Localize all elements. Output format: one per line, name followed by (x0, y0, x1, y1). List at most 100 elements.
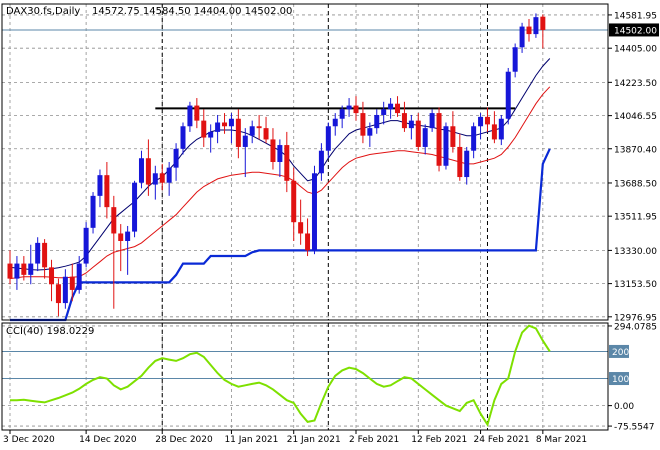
candle[interactable] (408, 114, 414, 140)
candle[interactable] (512, 43, 518, 78)
candle[interactable] (201, 109, 207, 147)
candle[interactable] (457, 133, 463, 181)
candle[interactable] (7, 250, 13, 285)
chart-frames (1, 3, 609, 431)
candlesticks[interactable] (7, 13, 546, 317)
candle[interactable] (187, 101, 193, 132)
candle[interactable] (263, 116, 269, 144)
candle[interactable] (395, 96, 401, 117)
candle[interactable] (353, 96, 359, 121)
candle[interactable] (429, 109, 435, 132)
candle[interactable] (49, 259, 55, 302)
candle[interactable] (90, 192, 96, 234)
candle[interactable] (125, 225, 131, 275)
candle[interactable] (215, 114, 221, 144)
candle[interactable] (256, 114, 262, 140)
candle[interactable] (69, 263, 75, 302)
price-panel-frame (1, 3, 609, 321)
candle[interactable] (145, 139, 151, 196)
candle-body (256, 126, 262, 129)
candle[interactable] (401, 101, 407, 132)
candle-body (152, 173, 158, 185)
candle-body (298, 222, 304, 234)
candle[interactable] (505, 67, 511, 125)
candle[interactable] (464, 146, 470, 185)
candle[interactable] (194, 98, 200, 129)
candle[interactable] (21, 256, 27, 281)
candle[interactable] (228, 113, 234, 144)
candle[interactable] (498, 114, 504, 146)
candle[interactable] (62, 269, 68, 309)
candle[interactable] (367, 122, 373, 147)
price-tick-label: 14405.00 (614, 45, 657, 55)
candle[interactable] (76, 256, 82, 294)
candle-body (408, 120, 414, 129)
candle[interactable] (360, 101, 366, 144)
candle[interactable] (132, 180, 138, 238)
candle[interactable] (180, 122, 186, 155)
candle-body (49, 267, 55, 285)
candle[interactable] (208, 124, 214, 153)
candle[interactable] (388, 98, 394, 119)
candle[interactable] (235, 109, 241, 159)
candle[interactable] (14, 256, 20, 290)
candle[interactable] (533, 13, 539, 38)
candle[interactable] (305, 218, 311, 257)
candle[interactable] (540, 14, 546, 49)
candle[interactable] (55, 278, 61, 317)
candle[interactable] (450, 111, 456, 153)
candle[interactable] (270, 128, 276, 170)
candle[interactable] (284, 131, 290, 193)
candle-body (332, 118, 338, 127)
cci-level-badge (609, 372, 629, 386)
candle[interactable] (415, 113, 421, 151)
candle[interactable] (138, 150, 144, 189)
candle[interactable] (83, 222, 89, 268)
candle[interactable] (332, 113, 338, 136)
candle[interactable] (35, 237, 41, 272)
candle[interactable] (381, 101, 387, 125)
candle[interactable] (111, 195, 117, 309)
candle-body (415, 120, 421, 147)
candle[interactable] (42, 239, 48, 279)
candle[interactable] (478, 113, 484, 140)
cci-tick-label: -75.5547 (614, 423, 654, 433)
candle[interactable] (422, 124, 428, 155)
candle[interactable] (166, 162, 172, 196)
candle[interactable] (249, 120, 255, 144)
candle-body (249, 126, 255, 136)
candle[interactable] (28, 244, 34, 285)
candle[interactable] (374, 109, 380, 134)
candle[interactable] (346, 98, 352, 117)
candle-body (450, 126, 456, 147)
candle[interactable] (318, 143, 324, 181)
candle[interactable] (97, 169, 103, 208)
candle[interactable] (152, 165, 158, 200)
candle[interactable] (173, 143, 179, 181)
candle[interactable] (242, 128, 248, 178)
candle[interactable] (222, 113, 228, 134)
candle[interactable] (159, 163, 165, 191)
candle[interactable] (298, 199, 304, 245)
candle-body (318, 150, 324, 174)
candle[interactable] (471, 122, 477, 159)
candle-body (381, 109, 387, 115)
candle[interactable] (311, 165, 317, 255)
candle[interactable] (526, 19, 532, 42)
candle[interactable] (291, 167, 297, 241)
candle[interactable] (325, 122, 331, 159)
candle[interactable] (104, 162, 110, 219)
candle[interactable] (277, 139, 283, 178)
candle[interactable] (339, 105, 345, 129)
candle[interactable] (491, 111, 497, 144)
candle[interactable] (484, 107, 490, 132)
candle[interactable] (118, 224, 124, 272)
candle[interactable] (519, 22, 525, 53)
candle[interactable] (443, 122, 449, 170)
candle-body (55, 284, 61, 304)
candle-body (526, 26, 532, 35)
candle-body (270, 139, 276, 162)
candle[interactable] (436, 107, 442, 172)
